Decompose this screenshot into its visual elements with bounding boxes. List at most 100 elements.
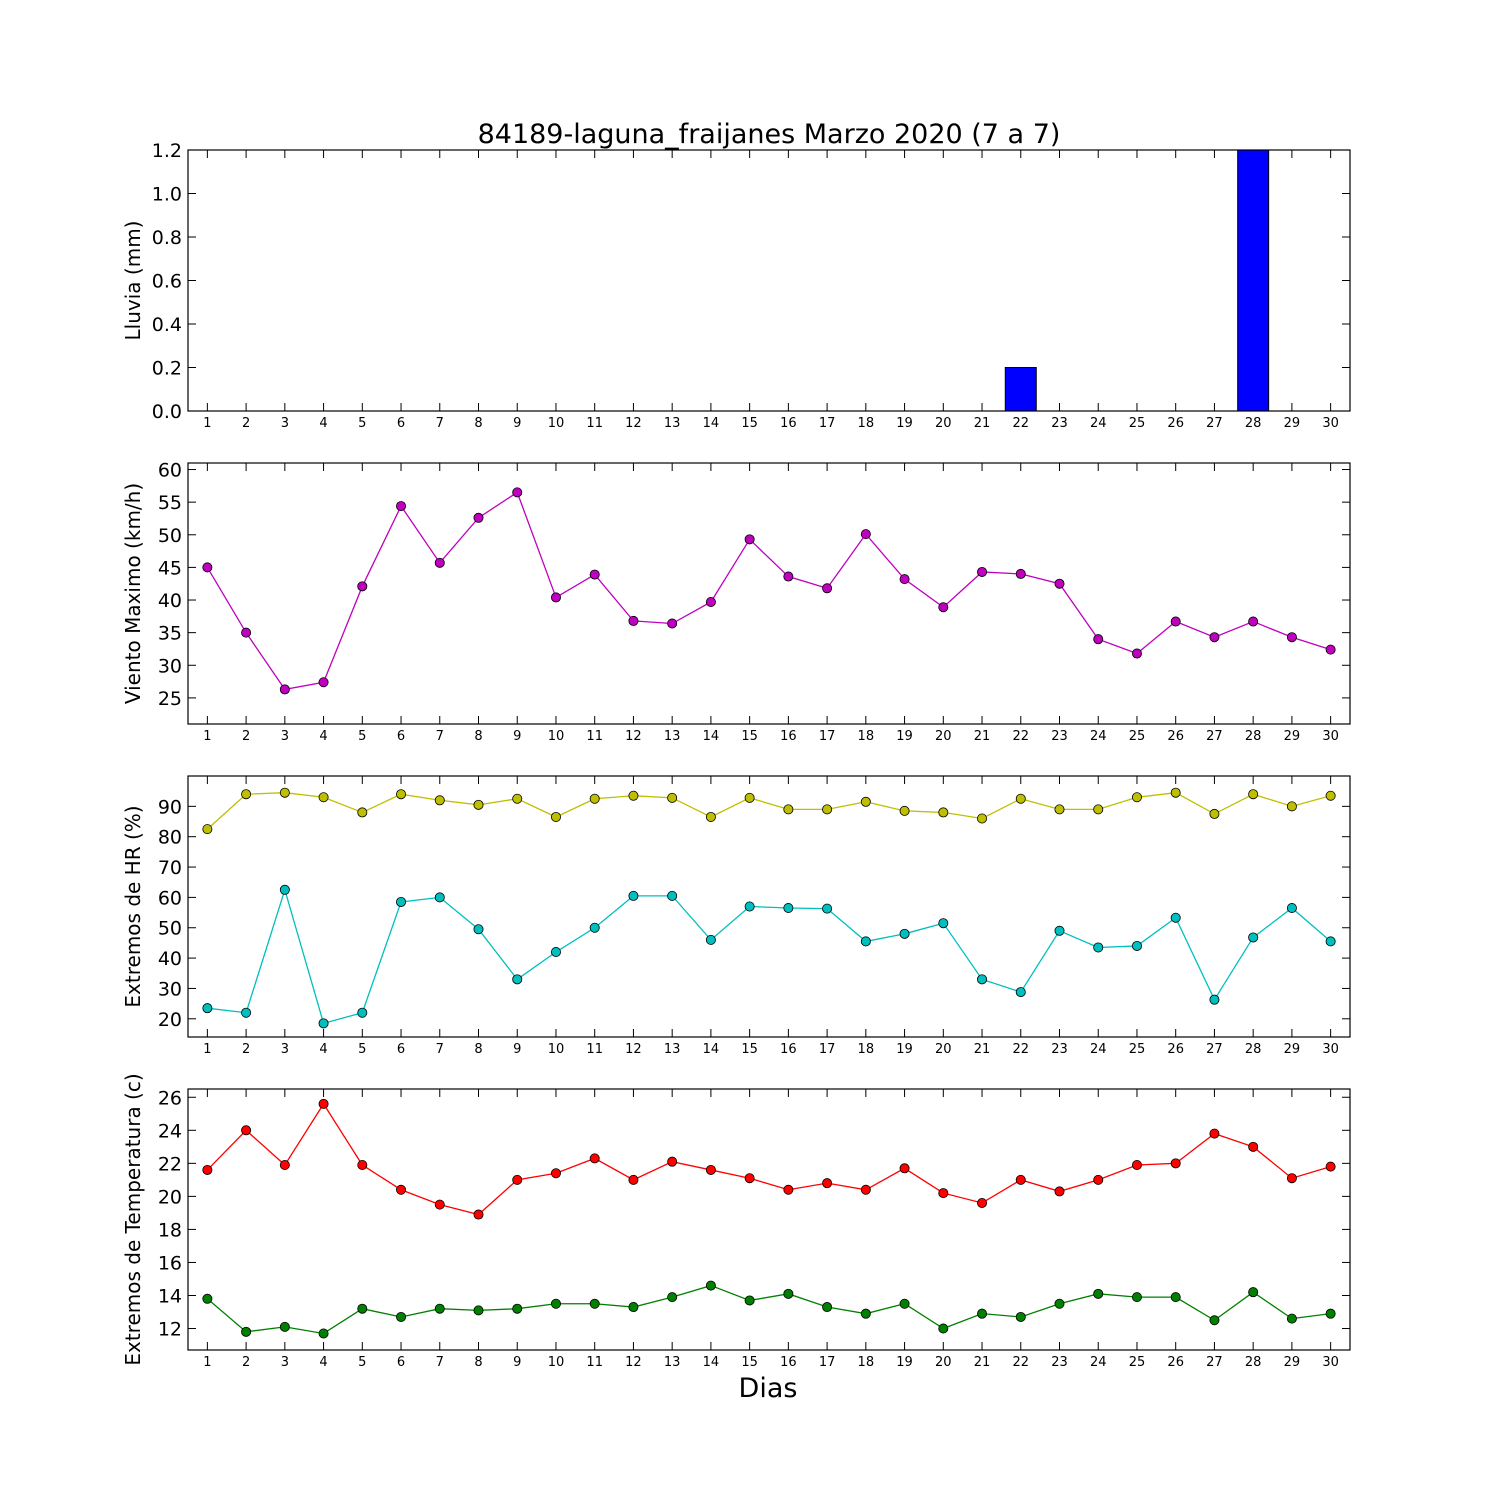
x-tick-label: 21: [974, 1355, 991, 1370]
x-tick-label: 19: [896, 416, 913, 431]
x-tick-label: 17: [819, 1042, 836, 1057]
data-point: [744, 792, 755, 803]
y-tick-label: 35: [158, 623, 182, 645]
data-point: [1015, 1174, 1026, 1185]
x-tick-label: 26: [1167, 416, 1184, 431]
x-tick-label: 5: [358, 416, 366, 431]
data-point: [744, 534, 755, 545]
data-point: [1325, 1161, 1336, 1172]
data-point: [550, 1168, 561, 1179]
data-point: [434, 557, 445, 568]
data-point: [279, 884, 290, 895]
y-tick-label: 20: [158, 1186, 182, 1208]
data-point: [241, 789, 252, 800]
data-point: [1286, 801, 1297, 812]
x-tick-label: 14: [703, 1355, 720, 1370]
x-tick-label: 27: [1206, 729, 1223, 744]
x-tick-label: 19: [896, 1355, 913, 1370]
x-tick-label: 9: [513, 1355, 521, 1370]
x-tick-label: 27: [1206, 416, 1223, 431]
x-tick-label: 8: [474, 729, 482, 744]
data-point: [279, 787, 290, 798]
data-point: [1131, 940, 1142, 951]
data-point: [1093, 1288, 1104, 1299]
data-point: [667, 618, 678, 629]
y-tick-label: 80: [158, 827, 182, 849]
x-tick-label: 13: [664, 729, 681, 744]
data-point: [1248, 616, 1259, 627]
x-tick-label: 6: [397, 1355, 405, 1370]
y-tick-label: 40: [158, 590, 182, 612]
x-tick-label: 4: [319, 1042, 327, 1057]
x-tick-label: 4: [319, 729, 327, 744]
series-line-1: [206, 792, 1331, 830]
data-point: [1325, 1308, 1336, 1319]
data-point: [1015, 793, 1026, 804]
data-point: [1325, 936, 1336, 947]
data-point: [550, 1298, 561, 1309]
x-tick-label: 6: [397, 416, 405, 431]
data-point: [1054, 1186, 1065, 1197]
x-tick-label: 2: [242, 729, 250, 744]
y-axis-label: Lluvia (mm): [121, 221, 145, 341]
data-point: [705, 1280, 716, 1291]
data-point: [357, 807, 368, 818]
x-tick-label: 22: [1012, 1355, 1029, 1370]
x-tick-label: 16: [780, 1042, 797, 1057]
x-tick-label: 20: [935, 1355, 952, 1370]
data-point: [473, 799, 484, 810]
x-tick-label: 1: [203, 729, 211, 744]
x-tick-label: 9: [513, 729, 521, 744]
data-point: [822, 583, 833, 594]
y-tick-label: 0.4: [152, 314, 182, 336]
data-point: [241, 1326, 252, 1337]
x-tick-label: 22: [1012, 416, 1029, 431]
x-tick-label: 14: [703, 729, 720, 744]
data-point: [1325, 790, 1336, 801]
data-point: [628, 790, 639, 801]
x-tick-label: 9: [513, 1042, 521, 1057]
data-point: [473, 1209, 484, 1220]
data-point: [1015, 568, 1026, 579]
data-point: [1054, 1298, 1065, 1309]
x-tick-label: 12: [625, 416, 642, 431]
data-point: [202, 824, 213, 835]
data-point: [667, 792, 678, 803]
data-point: [589, 1298, 600, 1309]
x-tick-label: 10: [548, 1355, 565, 1370]
x-tick-label: 10: [548, 416, 565, 431]
data-point: [705, 934, 716, 945]
axes-frame: [187, 462, 1351, 725]
y-tick-label: 0.8: [152, 227, 182, 249]
x-tick-label: 7: [436, 1042, 444, 1057]
data-point: [396, 789, 407, 800]
x-tick-label: 1: [203, 416, 211, 431]
x-tick-label: 13: [664, 1355, 681, 1370]
data-point: [396, 1311, 407, 1322]
y-tick-label: 50: [158, 525, 182, 547]
x-tick-label: 23: [1051, 1042, 1068, 1057]
y-tick-label: 0.0: [152, 401, 182, 423]
data-point: [512, 793, 523, 804]
data-point: [938, 1188, 949, 1199]
y-tick-label: 12: [158, 1319, 182, 1341]
data-point: [434, 1303, 445, 1314]
data-point: [899, 574, 910, 585]
data-point: [977, 1197, 988, 1208]
data-point: [822, 1178, 833, 1189]
data-point: [1093, 634, 1104, 645]
x-tick-label: 7: [436, 1355, 444, 1370]
plot-area: [188, 1089, 1350, 1350]
x-tick-label: 13: [664, 1042, 681, 1057]
figure-title: 84189-laguna_fraijanes Marzo 2020 (7 a 7…: [478, 119, 1061, 150]
x-tick-label: 11: [586, 1042, 603, 1057]
x-tick-label: 26: [1167, 1042, 1184, 1057]
y-tick-label: 20: [158, 1009, 182, 1031]
data-point: [899, 928, 910, 939]
y-tick-label: 0.2: [152, 358, 182, 380]
x-tick-label: 24: [1090, 1355, 1107, 1370]
x-tick-label: 16: [780, 416, 797, 431]
